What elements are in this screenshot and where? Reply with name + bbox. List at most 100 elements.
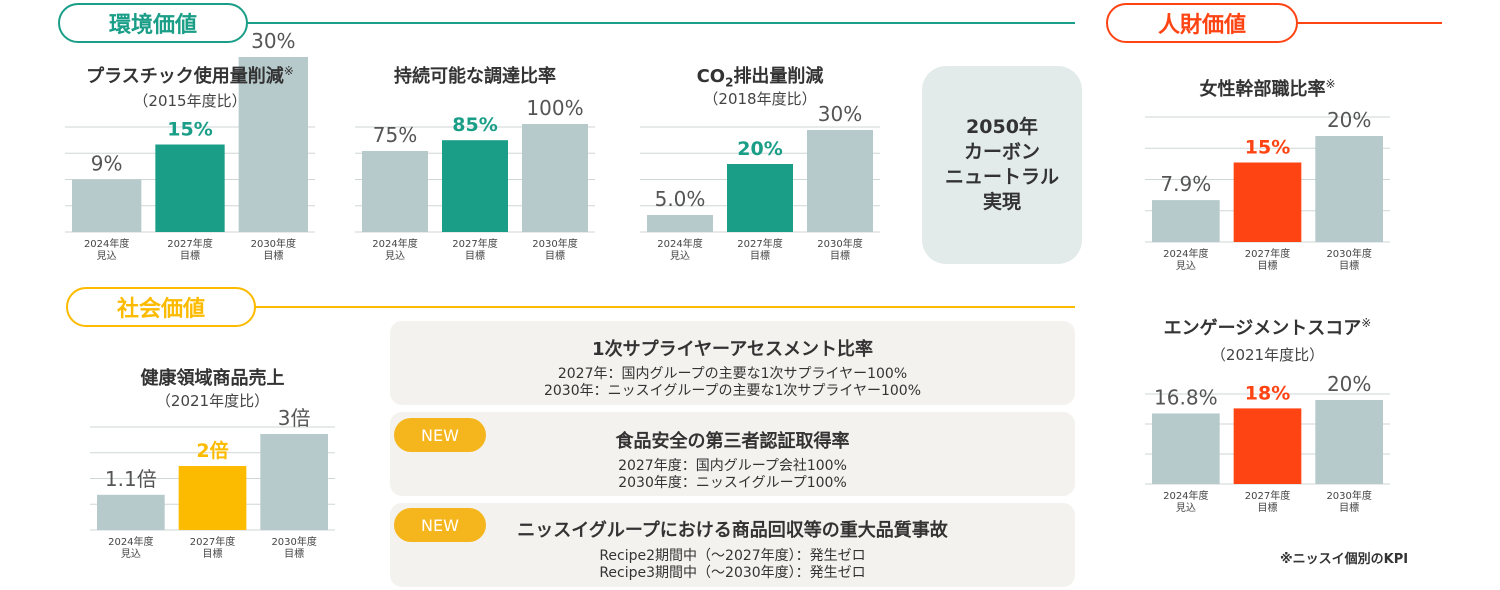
chart-title: エンゲージメントスコア※ [1163,316,1372,339]
category-label: 2024年度 [657,237,702,250]
category-label: 見込 [670,250,690,262]
bar [97,494,165,530]
chart-sustainable: 持続可能な調達比率 75% 2024年度 見込 85% 2027年度 目標 100% 2030… [350,60,600,270]
panel-title: 1次サプライヤーアセスメント比率 [592,339,873,360]
category-label: 2030年度 [271,535,316,548]
panel-line: Recipe3期間中（～2030年度）：発生ゼロ [599,565,866,581]
data-label: 75% [373,123,417,147]
chart-women-managers: 女性幹部職比率※ 7.9% 2024年度 見込 15% 2027年度目標 20% 2030年… [1140,70,1395,285]
carbon-line: カーボン [963,141,1040,163]
data-label: 20% [1327,372,1371,396]
chart-title: 女性幹部職比率※ [1199,77,1336,100]
bar [72,179,142,232]
data-label: 2倍 [196,439,228,462]
data-label: 9% [91,152,123,176]
bar [1315,136,1383,242]
data-label: 20% [1327,108,1371,132]
category-label: 2030年度 [251,237,296,250]
data-label: 100% [526,96,583,120]
category-label: 2027年度 [1245,489,1290,502]
category-label: 目標 [263,249,283,262]
footnote: ※ニッスイ個別のKPI [1280,552,1409,567]
category-label: 2030年度 [817,237,862,250]
data-label: 3倍 [278,406,311,430]
new-badge: NEW [394,418,486,452]
bar [1152,413,1220,484]
data-label: 15% [167,119,212,141]
chart-title: 持続可能な調達比率 [394,66,556,87]
chart-subtitle: （2015年度比） [133,92,247,110]
category-label: 目標 [1339,259,1359,272]
category-label: 2030年度 [1326,247,1371,260]
panel-food-safety: NEW 食品安全の第三者認証取得率 2027年度：国内グループ会社100% 20… [390,412,1075,496]
carbon-line: ニュートラル [944,166,1059,188]
section-environment-label: 環境価値 [58,3,248,43]
category-label: 目標 [1258,501,1278,514]
category-label: 2024年度 [108,535,153,548]
category-label: 目標 [1339,501,1359,514]
data-label: 1.1倍 [105,467,157,491]
bar [1233,162,1302,242]
data-label: 30% [251,29,295,53]
bar [442,140,508,232]
section-social-label: 社会価値 [66,287,256,327]
panel-line: 2027年度：国内グループ会社100% [618,458,847,474]
category-label: 2024年度 [1163,247,1208,260]
category-label: 目標 [180,249,200,262]
data-label: 15% [1245,137,1290,159]
bar [727,164,793,232]
panel-title: 食品安全の第三者認証取得率 [615,431,850,452]
category-label: 目標 [830,249,850,262]
bar [807,130,873,232]
category-label: 目標 [750,249,770,262]
section-social-line [255,306,1075,308]
bar [1233,408,1302,484]
category-label: 2024年度 [1163,489,1208,502]
bar [1315,400,1383,484]
category-label: 2030年度 [1326,489,1371,502]
bar [260,434,328,530]
data-label: 20% [737,138,782,160]
category-label: 見込 [1176,502,1196,514]
bar [647,215,713,232]
data-label: 18% [1245,382,1290,404]
category-label: 目標 [203,547,223,560]
category-label: 2027年度 [452,237,497,250]
category-label: 2024年度 [372,237,417,250]
category-label: 2027年度 [190,535,235,548]
category-label: 2027年度 [737,237,782,250]
data-label: 30% [818,102,862,126]
category-label: 見込 [121,548,141,560]
panel-line: Recipe2期間中（～2027年度）：発生ゼロ [599,548,866,564]
category-label: 目標 [284,547,304,560]
section-human-label: 人財価値 [1106,3,1298,43]
category-label: 2024年度 [84,237,129,250]
data-label: 7.9% [1160,172,1211,196]
chart-co2: CO2排出量削減 （2018年度比） 5.0% 2024年度 見込 20% 2027年度… [635,60,885,270]
new-badge: NEW [394,508,486,542]
category-label: 目標 [545,249,565,262]
panel-title: ニッスイグループにおける商品回収等の重大品質事故 [517,520,948,541]
carbon-line: 実現 [982,191,1021,213]
chart-subtitle: （2018年度比） [703,90,817,108]
panel-line: 2030年度：ニッスイグループ100% [618,475,847,491]
chart-plastic: プラスチック使用量削減※ （2015年度比） 9% 2024年度 見込 15% 2027… [60,29,320,270]
chart-engagement: エンゲージメントスコア※ （2021年度比） 16.8% 2024年度 見込 18% 2… [1140,312,1395,527]
bar [178,466,247,530]
data-label: 5.0% [655,187,706,211]
chart-title: CO2排出量削減 [696,66,824,90]
bar [1152,200,1220,242]
category-label: 見込 [97,250,117,262]
category-label: 見込 [1176,260,1196,272]
section-environment-line [247,22,1075,24]
bar [238,57,308,232]
panel-line: 2027年：国内グループの主要な1次サプライヤー100% [557,366,908,382]
chart-subtitle: （2021年度比） [155,392,270,410]
category-label: 2027年度 [1245,247,1290,260]
category-label: 目標 [465,249,485,262]
carbon-neutral-box: 2050年 カーボン ニュートラル 実現 [922,66,1082,264]
chart-health-sales: 健康領域商品売上 （2021年度比） 1.1倍 2024年度 見込 2倍 2027年度目… [85,362,340,577]
carbon-line: 2050年 [966,116,1038,138]
panel-line: 2030年：ニッスイグループの主要な1次サプライヤー100% [543,383,922,399]
chart-title: プラスチック使用量削減※ [86,64,294,87]
